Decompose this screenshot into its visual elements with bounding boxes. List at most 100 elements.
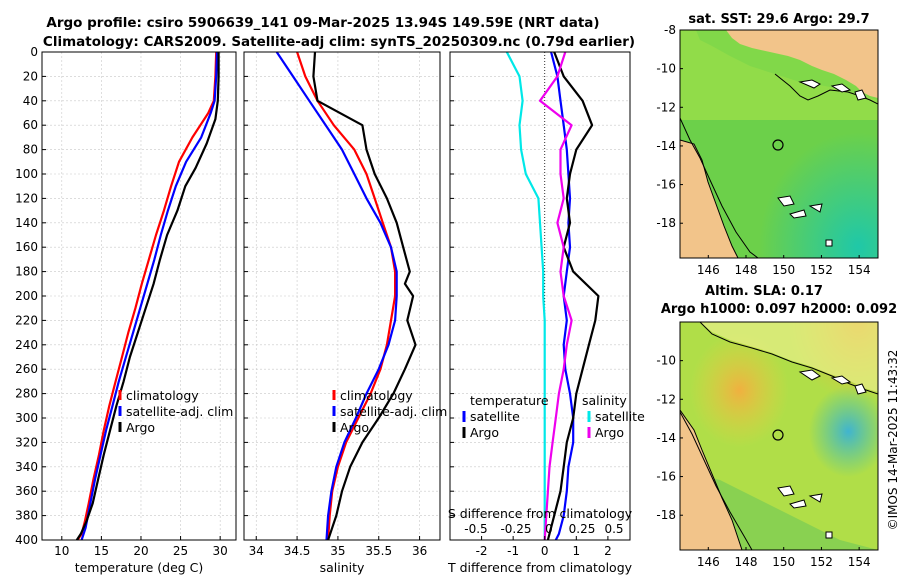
figure-title-line1: Argo profile: csiro 5906639_141 09-Mar-2… <box>46 15 599 31</box>
map-y-tick-label: -16 <box>656 470 676 484</box>
series-line-satellite-adj-clim <box>80 51 219 541</box>
salinity-profile-chart: 34 34.5 35 35.5 36 salinity climatologysatelli… <box>243 51 447 575</box>
y-tick-label: 220 <box>15 313 38 327</box>
series-line-salinity-argo <box>538 51 573 541</box>
y-tick-label: 100 <box>15 167 38 181</box>
series-line-satellite-adj-clim <box>275 51 398 541</box>
map-x-tick-label: 148 <box>735 263 758 277</box>
reef-islands-sla <box>777 485 833 539</box>
y-tick-label: 400 <box>15 533 38 547</box>
x-tick-label: 1 <box>572 544 580 558</box>
x-tick-label: 10 <box>54 544 69 558</box>
sst-map: sat. SST: 29.6 Argo: 29.7 146 148 150 152 15… <box>656 12 879 277</box>
x-tick-label: 34.5 <box>284 544 311 558</box>
y-tick-label: 0 <box>30 45 38 59</box>
y-tick-label: 120 <box>15 191 38 205</box>
map-y-tick-label: -12 <box>656 100 676 114</box>
legend-label: climatology <box>340 388 413 403</box>
x-axis-label: temperature (deg C) <box>75 560 204 575</box>
map-y-tick-label: -8 <box>664 23 676 37</box>
map-x-tick-label: 152 <box>810 555 833 569</box>
legend-label: Argo <box>595 425 624 440</box>
sst-map-title: sat. SST: 29.6 Argo: 29.7 <box>688 12 869 27</box>
sst-map-axes: 146 148 150 152 154 -8 -10 -12 -14 -16 -18 <box>656 23 870 277</box>
x-axis-label: T difference from climatology <box>447 560 633 575</box>
map-y-tick-label: -10 <box>656 62 676 76</box>
y-tick-label: 140 <box>15 216 38 230</box>
y-tick-label: 240 <box>15 338 38 352</box>
x-tick-label: 36 <box>412 544 427 558</box>
salinity-tick-label: -0.25 <box>500 522 531 536</box>
map-y-tick-label: -16 <box>656 178 676 192</box>
australia-land <box>680 139 739 258</box>
x-axis-label: salinity <box>320 560 365 575</box>
legend-label: Argo <box>126 420 155 435</box>
x-tick-label: 25 <box>173 544 188 558</box>
y-tick-label: 260 <box>15 362 38 376</box>
islands-north <box>798 79 867 101</box>
map-x-tick-label: 152 <box>810 263 833 277</box>
argo-position-marker <box>772 139 784 151</box>
y-tick-label: 320 <box>15 435 38 449</box>
x-tick-label: 35 <box>330 544 345 558</box>
legend-label: satellite-adj. clim <box>126 404 233 419</box>
salinity-axis-label: S difference from climatology <box>448 506 633 521</box>
map-x-tick-label: 148 <box>735 555 758 569</box>
imos-timestamp: ©IMOS 14-Mar-2025 11:43:32 <box>886 350 900 531</box>
x-tick-label: 30 <box>213 544 228 558</box>
series-line-argo <box>75 52 220 541</box>
map-x-tick-label: 146 <box>697 263 720 277</box>
map-x-tick-label: 150 <box>772 263 795 277</box>
y-tick-label: 360 <box>15 484 38 498</box>
salinity-tick-label: -0.5 <box>464 522 487 536</box>
legend-label: Argo <box>470 425 499 440</box>
map-x-tick-label: 146 <box>697 555 720 569</box>
map-y-tick-label: -18 <box>656 216 676 230</box>
y-tick-label: 380 <box>15 509 38 523</box>
map-y-tick-label: -10 <box>656 354 676 368</box>
x-tick-label: 20 <box>133 544 148 558</box>
legend-label: satellite <box>470 409 520 424</box>
y-tick-label: 160 <box>15 240 38 254</box>
map-y-tick-label: -12 <box>656 392 676 406</box>
y-tick-label: 200 <box>15 289 38 303</box>
sla-map-title: Altim. SLA: 0.17 <box>705 284 823 299</box>
series-line-salinity-satellite <box>505 51 546 540</box>
y-tick-label: 280 <box>15 387 38 401</box>
map-y-tick-label: -14 <box>656 139 676 153</box>
sla-map-frame <box>679 321 879 551</box>
y-tick-label: 20 <box>23 69 38 83</box>
x-tick-label: -2 <box>476 544 488 558</box>
sla-map-subtitle: Argo h1000: 0.097 h2000: 0.092 <box>661 302 897 317</box>
series-line-argo <box>312 51 417 541</box>
y-tick-label: 300 <box>15 411 38 425</box>
y-tick-label: 340 <box>15 460 38 474</box>
x-tick-label: 15 <box>94 544 109 558</box>
x-tick-label: 0 <box>541 544 549 558</box>
reef-islands <box>777 195 833 247</box>
y-tick-label: 60 <box>23 118 38 132</box>
salinity-tick-label: 0 <box>545 522 553 536</box>
x-tick-label: 35.5 <box>365 544 392 558</box>
islands-north-sla <box>798 369 867 395</box>
sla-depth-contour <box>680 411 753 550</box>
difference-profile-chart: -2 -1 0 1 2 T difference from climatology temp… <box>447 51 645 575</box>
y-tick-label: 80 <box>23 143 38 157</box>
temperature-profile-chart: 10 15 20 25 30 temperature (deg C) 0 20 40 60 80 10… <box>15 45 237 575</box>
legend-header-temperature: temperature <box>470 393 549 408</box>
x-tick-label: 2 <box>604 544 612 558</box>
legend-label: climatology <box>126 388 199 403</box>
argo-position-marker-sla <box>772 429 784 441</box>
series-line-climatology <box>296 51 397 541</box>
series-line-climatology <box>76 51 218 541</box>
legend-header-salinity: salinity <box>582 393 627 408</box>
x-tick-label: -1 <box>507 544 519 558</box>
sla-map-axes: 146 148 150 152 154 -10 -12 -14 -16 -18 <box>656 354 870 569</box>
x-tick-label: 34 <box>249 544 264 558</box>
map-x-tick-label: 150 <box>772 555 795 569</box>
legend-label: Argo <box>340 420 369 435</box>
map-x-tick-label: 154 <box>848 555 871 569</box>
papua-new-guinea-land <box>680 30 878 98</box>
sla-north-coast-area <box>680 322 878 392</box>
